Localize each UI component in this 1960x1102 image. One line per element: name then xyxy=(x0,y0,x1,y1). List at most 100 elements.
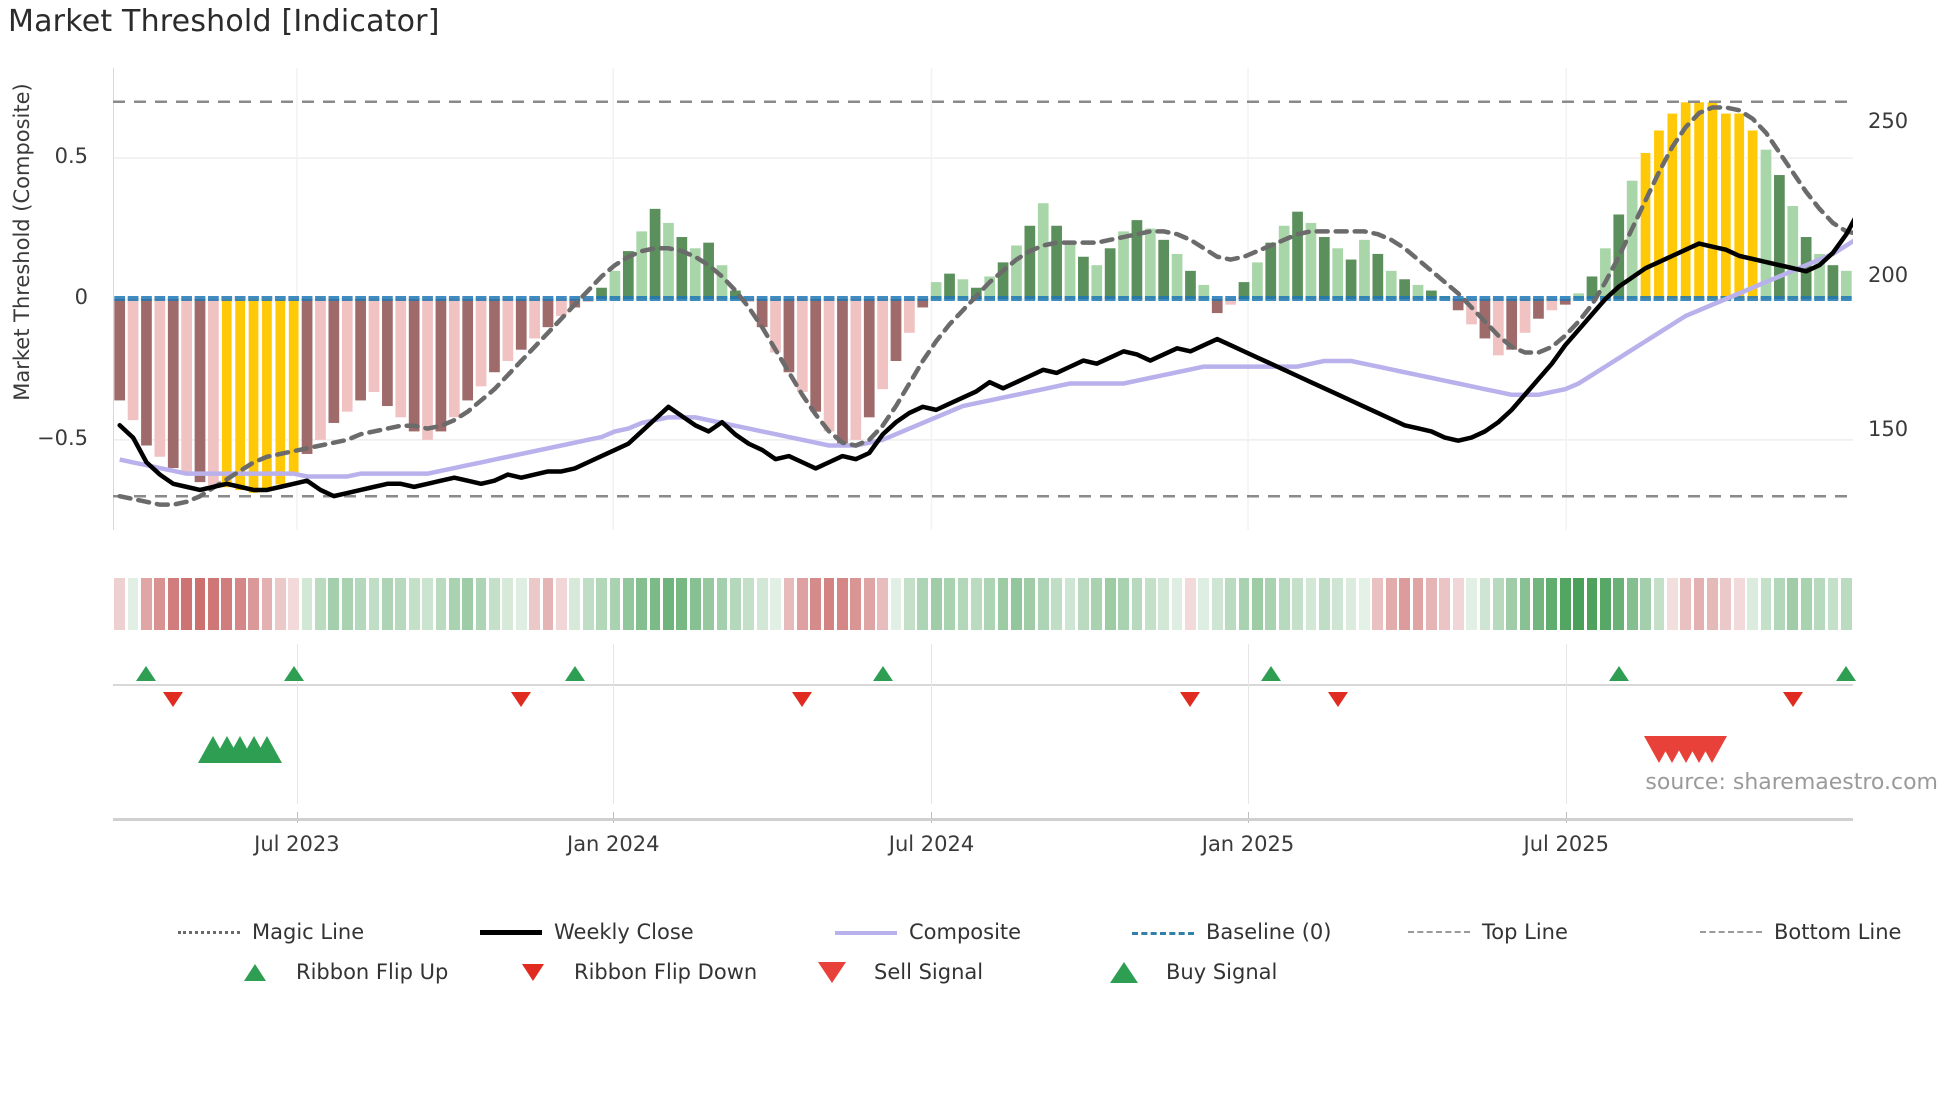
marker-baseline xyxy=(113,684,1853,686)
ribbon-cell xyxy=(167,578,179,630)
histogram-bar xyxy=(1372,253,1384,299)
buy-signal-marker[interactable] xyxy=(251,736,282,763)
baseline-cap xyxy=(1399,296,1410,301)
ribbon-cell xyxy=(435,578,447,630)
legend-item-ribbon-flip-down[interactable]: Ribbon Flip Down xyxy=(500,960,757,984)
histogram-bar xyxy=(529,299,540,339)
legend-item-sell-signal[interactable]: Sell Signal xyxy=(800,960,983,984)
baseline-cap xyxy=(288,296,300,301)
ribbon-cell xyxy=(475,578,487,630)
histogram-bar xyxy=(1800,237,1812,299)
marker-vgrid-2 xyxy=(931,644,933,804)
ribbon-cell xyxy=(837,578,848,630)
baseline-cap xyxy=(756,296,768,301)
baseline-cap xyxy=(542,296,554,301)
highlight-bar xyxy=(261,298,273,492)
histogram-bar xyxy=(957,279,969,299)
ribbon-flip-up-marker[interactable] xyxy=(1836,666,1857,681)
legend-item-bottom-line[interactable]: Bottom Line xyxy=(1700,920,1901,944)
histogram-bar xyxy=(1144,228,1156,299)
baseline-cap xyxy=(944,296,955,301)
baseline-cap xyxy=(1037,296,1049,301)
ribbon-cell xyxy=(1104,578,1116,630)
highlight-bar xyxy=(234,298,247,492)
ribbon-cell xyxy=(636,578,648,630)
baseline-cap xyxy=(274,296,286,301)
dashed-line-icon-swatch xyxy=(1408,922,1470,942)
ribbon-flip-up-marker[interactable] xyxy=(283,666,304,681)
ribbon-flip-down-marker[interactable] xyxy=(1180,692,1201,707)
histogram-bar xyxy=(904,299,915,333)
legend-item-composite[interactable]: Composite xyxy=(835,920,1021,944)
baseline-cap xyxy=(636,296,648,301)
ribbon-cell xyxy=(596,578,607,630)
histogram-bar xyxy=(1787,206,1799,299)
ribbon-cell xyxy=(1840,578,1852,630)
ribbon-cell xyxy=(248,578,259,630)
triangle-up-icon xyxy=(244,964,266,981)
ribbon-cell xyxy=(1439,578,1451,630)
legend-row-markers: Ribbon Flip Up Ribbon Flip Down Sell Signa… xyxy=(0,960,1960,1000)
triangle-down-icon-swatch xyxy=(800,962,862,983)
ribbon-flip-up-marker[interactable] xyxy=(1260,666,1281,681)
highlight-bar xyxy=(1733,112,1746,300)
baseline-cap xyxy=(663,296,674,301)
baseline-cap xyxy=(328,296,340,301)
x-tick-0: Jul 2023 xyxy=(254,832,340,856)
right-tick-1: 200 xyxy=(1868,263,1909,288)
baseline-cap xyxy=(1640,296,1651,301)
histogram-bar xyxy=(783,299,795,373)
legend-item-ribbon-flip-up[interactable]: Ribbon Flip Up xyxy=(222,960,448,984)
histogram-bar xyxy=(1814,253,1825,299)
baseline-cap xyxy=(917,296,929,301)
ribbon-flip-down-marker[interactable] xyxy=(1782,692,1803,707)
ribbon-cell xyxy=(1533,578,1544,630)
ribbon-cell xyxy=(489,578,500,630)
legend-item-magic-line[interactable]: Magic Line xyxy=(178,920,364,944)
ribbon-flip-down-marker[interactable] xyxy=(792,692,813,707)
ribbon-cell xyxy=(997,578,1009,630)
legend-item-buy-signal[interactable]: Buy Signal xyxy=(1092,960,1277,984)
ribbon-cell xyxy=(609,578,621,630)
baseline-cap xyxy=(1707,296,1718,301)
ribbon-cell xyxy=(556,578,567,630)
histogram-bar xyxy=(1546,299,1558,311)
histogram-bar xyxy=(1600,248,1611,299)
ribbon-cell xyxy=(890,578,902,630)
ribbon-cell xyxy=(904,578,915,630)
ribbon-cell xyxy=(796,578,808,630)
histogram-bar xyxy=(1118,231,1129,299)
legend-item-baseline-0[interactable]: Baseline (0) xyxy=(1132,920,1331,944)
sell-signal-marker[interactable] xyxy=(1697,736,1728,763)
histogram-bar xyxy=(1840,270,1852,299)
baseline-cap xyxy=(489,296,500,301)
baseline-cap xyxy=(582,296,594,301)
baseline-cap xyxy=(1238,296,1250,301)
histogram-bar xyxy=(984,276,996,299)
baseline-cap xyxy=(515,296,527,301)
ribbon-flip-down-marker[interactable] xyxy=(511,692,532,707)
x-tick-4: Jul 2025 xyxy=(1523,832,1609,856)
ribbon-cell xyxy=(970,578,982,630)
ribbon-flip-down-marker[interactable] xyxy=(163,692,184,707)
ribbon-flip-up-marker[interactable] xyxy=(136,666,157,681)
ribbon-cell xyxy=(1479,578,1491,630)
legend-label: Buy Signal xyxy=(1166,960,1278,984)
ribbon-flip-up-marker[interactable] xyxy=(564,666,585,681)
ribbon-cell xyxy=(1774,578,1785,630)
baseline-cap xyxy=(716,296,728,301)
ribbon-flip-up-marker[interactable] xyxy=(872,666,893,681)
triangle-up-icon xyxy=(1110,962,1138,983)
histogram-bar xyxy=(1211,299,1223,314)
ribbon-cell xyxy=(1118,578,1129,630)
ribbon-cell xyxy=(930,578,942,630)
baseline-cap xyxy=(194,296,206,301)
legend-item-top-line[interactable]: Top Line xyxy=(1408,920,1568,944)
ribbon-heatmap xyxy=(113,578,1853,630)
ribbon-flip-down-marker[interactable] xyxy=(1327,692,1348,707)
baseline-cap xyxy=(796,296,808,301)
histogram-bar xyxy=(181,299,192,474)
legend-item-weekly-close[interactable]: Weekly Close xyxy=(480,920,694,944)
ribbon-flip-up-marker[interactable] xyxy=(1608,666,1629,681)
ribbon-cell xyxy=(395,578,407,630)
